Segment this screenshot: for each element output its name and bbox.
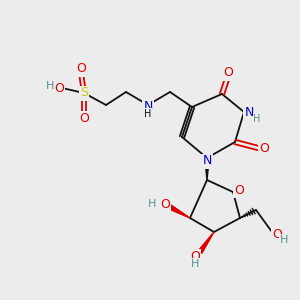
- Text: O: O: [76, 62, 86, 76]
- Text: S: S: [80, 86, 88, 100]
- Text: N: N: [143, 100, 153, 113]
- Text: N: N: [202, 154, 212, 167]
- Text: O: O: [272, 227, 282, 241]
- Text: H: H: [144, 109, 152, 119]
- Text: O: O: [190, 250, 200, 262]
- Polygon shape: [169, 205, 190, 218]
- Text: O: O: [54, 82, 64, 94]
- Text: O: O: [160, 197, 170, 211]
- Text: H: H: [280, 235, 288, 245]
- Text: H: H: [253, 114, 261, 124]
- Text: H: H: [191, 259, 199, 269]
- Polygon shape: [198, 232, 214, 253]
- Text: H: H: [46, 81, 54, 91]
- Polygon shape: [205, 158, 209, 180]
- Text: O: O: [79, 112, 89, 124]
- Text: O: O: [223, 67, 233, 80]
- Text: O: O: [259, 142, 269, 154]
- Text: N: N: [244, 106, 254, 118]
- Text: H: H: [148, 199, 156, 209]
- Text: O: O: [234, 184, 244, 196]
